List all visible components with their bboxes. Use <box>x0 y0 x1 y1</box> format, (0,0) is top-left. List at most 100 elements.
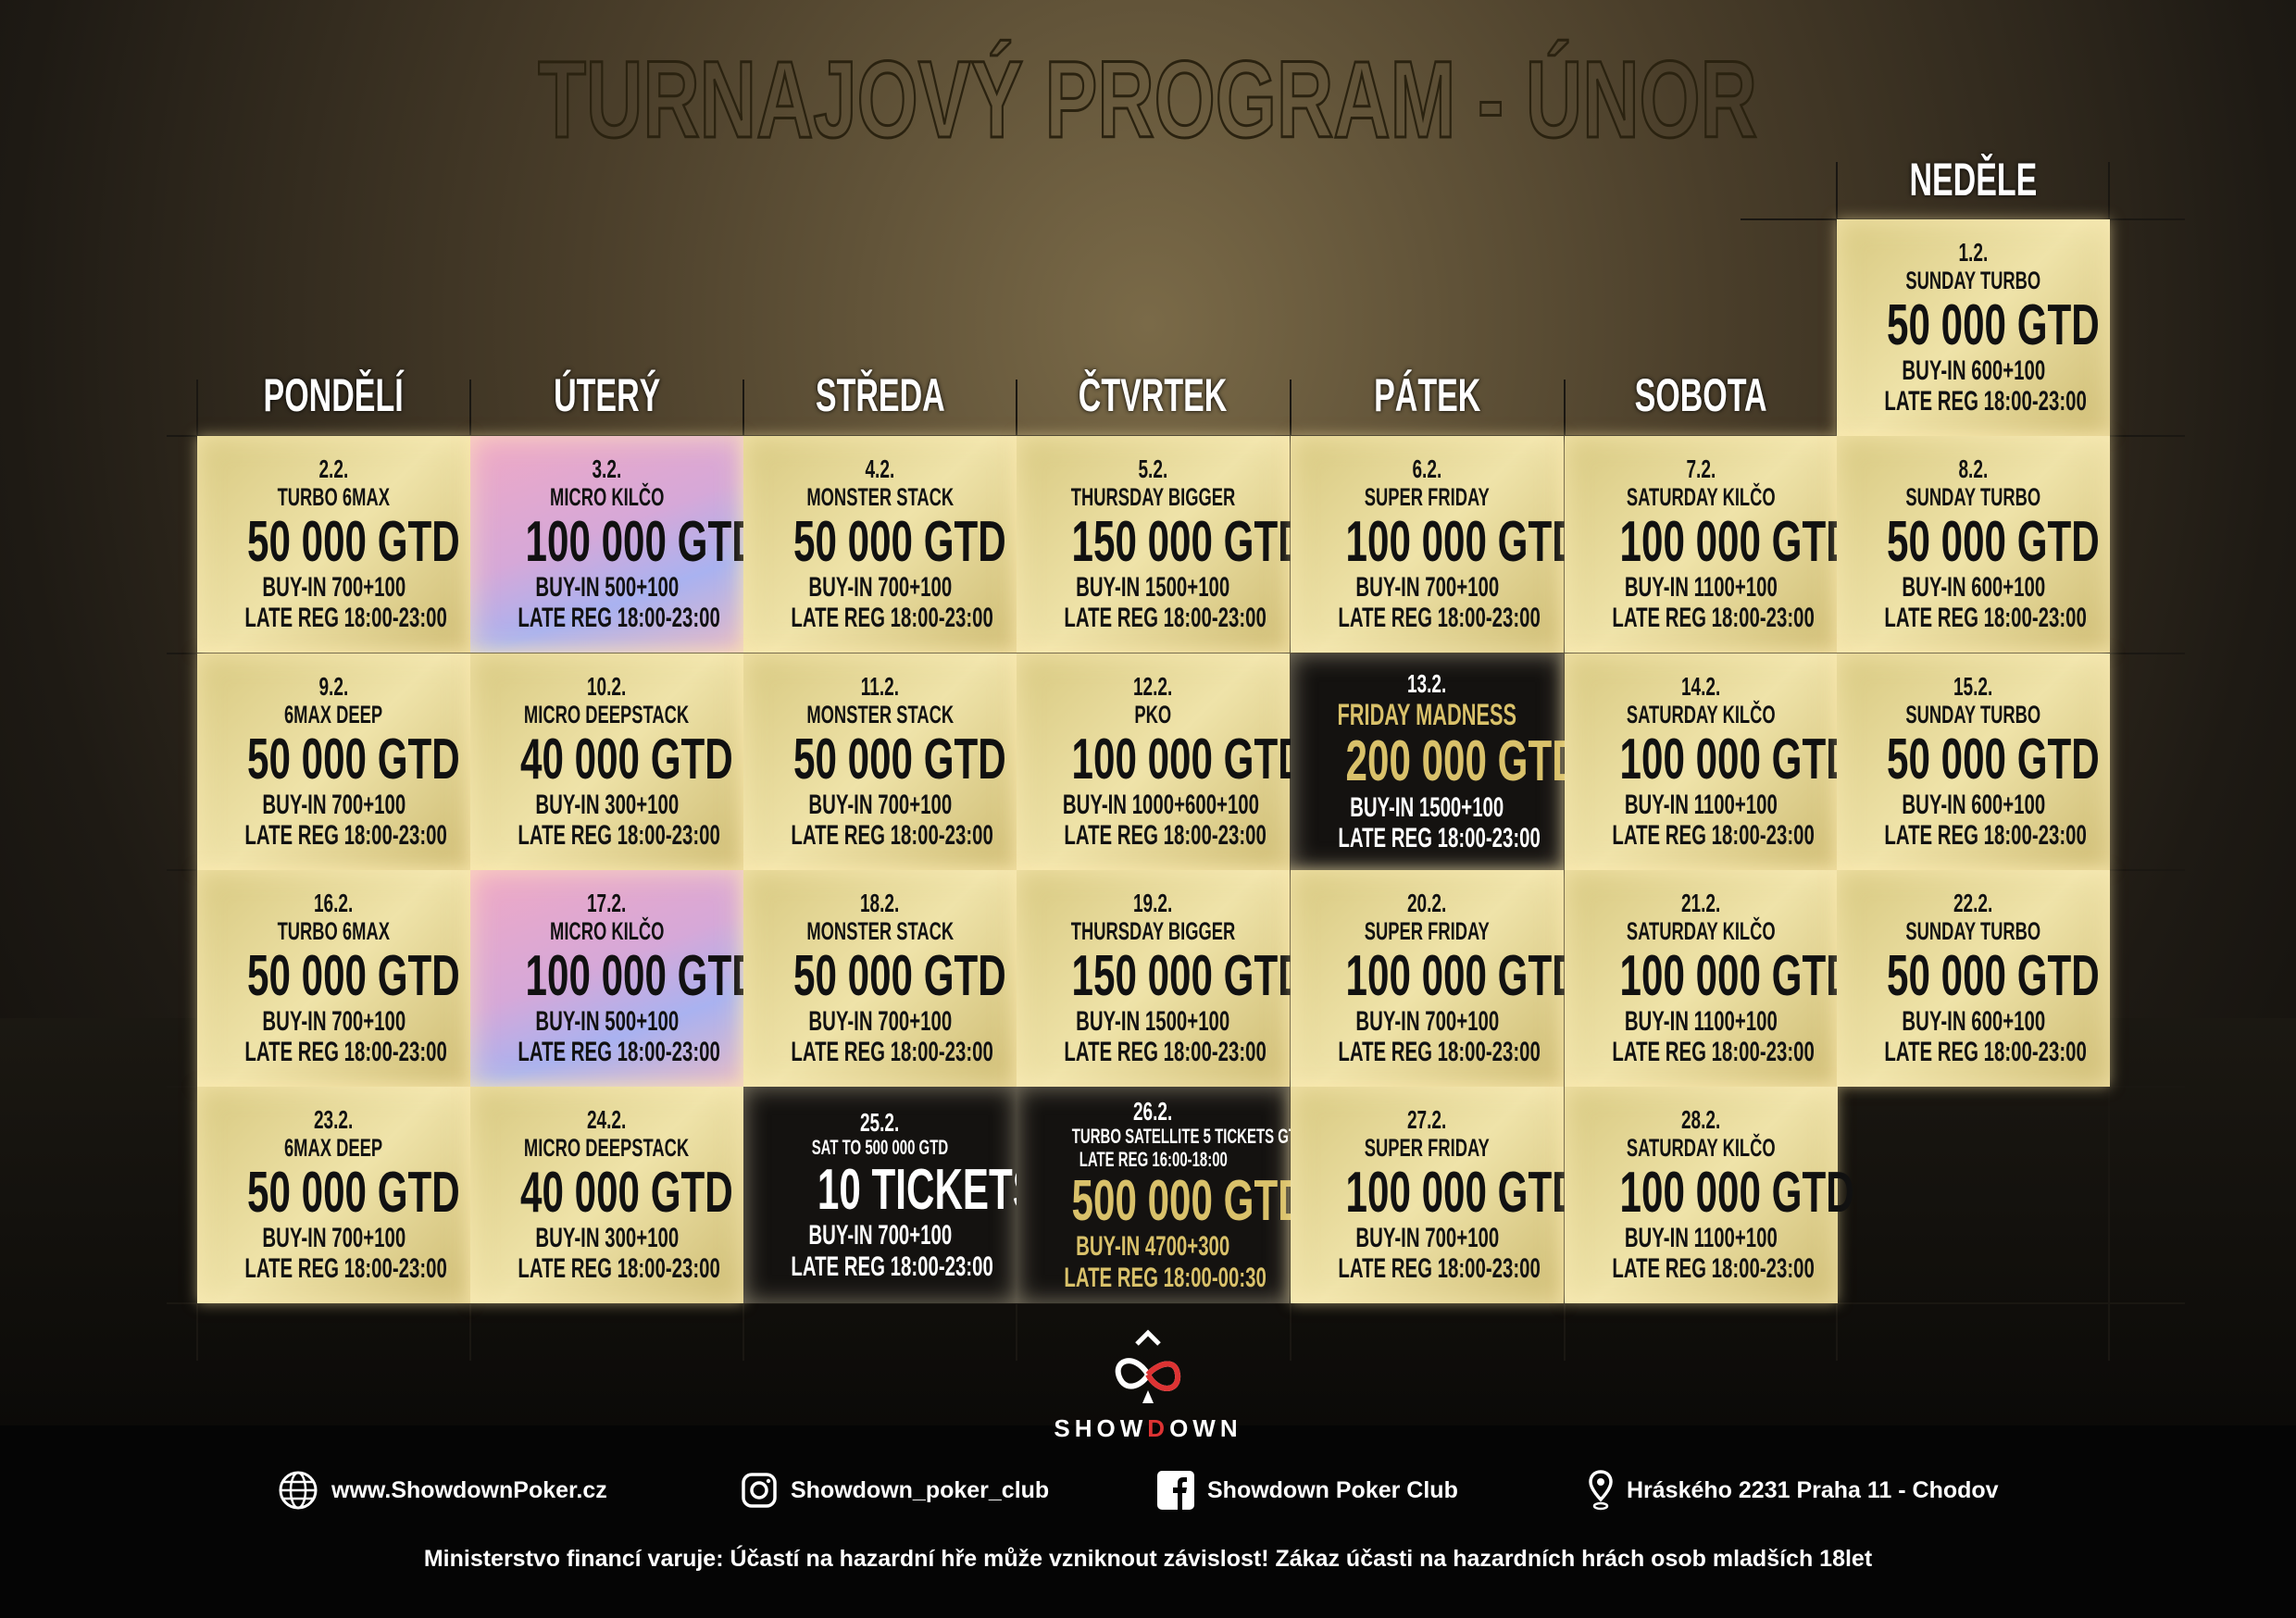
cell-line: BUY-IN 500+100 <box>470 1006 743 1038</box>
tournament-cell[interactable]: 21.2. SATURDAY KILČO 100 000 GTD BUY-IN 110… <box>1565 870 1854 1087</box>
cell-line: LATE REG 18:00-23:00 <box>470 603 743 634</box>
cell-line: BUY-IN 700+100 <box>1291 1006 1564 1038</box>
guarantee: 100 000 GTD <box>1619 943 1854 1008</box>
cell-line: LATE REG 18:00-23:00 <box>1017 820 1290 852</box>
tournament-cell[interactable]: 8.2. SUNDAY TURBO 50 000 GTD BUY-IN 600+100… <box>1837 436 2110 653</box>
late-reg: LATE REG 18:00-23:00 <box>791 1037 993 1068</box>
tournament-name: MICRO KILČO <box>549 483 665 512</box>
tournament-cell[interactable]: 7.2. SATURDAY KILČO 100 000 GTD BUY-IN 1100… <box>1565 436 1854 653</box>
tournament-name: SUNDAY TURBO <box>1905 701 2041 729</box>
cell-line: 100 000 GTD <box>1291 512 1580 572</box>
tournament-name: MONSTER STACK <box>806 483 954 512</box>
buy-in: BUY-IN 600+100 <box>1902 789 2045 820</box>
late-reg: LATE REG 18:00-23:00 <box>1884 1037 2087 1068</box>
cell-line: SATURDAY KILČO <box>1565 483 1838 511</box>
day-header: ČTVRTEK <box>1017 368 1290 422</box>
cell-line: 50 000 GTD <box>743 946 1017 1006</box>
tournament-name: SUNDAY TURBO <box>1905 483 2041 512</box>
cell-line: 50 000 GTD <box>743 512 1017 572</box>
tournament-cell[interactable]: 3.2. MICRO KILČO 100 000 GTD BUY-IN 500+100… <box>470 436 760 653</box>
cell-line: 100 000 GTD <box>470 946 760 1006</box>
tournament-cell[interactable]: 25.2. SAT TO 500 000 GTD 10 TICKETS GTD BUY… <box>743 1087 1132 1303</box>
cell-line: 21.2. <box>1565 889 1838 917</box>
tournament-name: SUPER FRIDAY <box>1364 917 1490 946</box>
cell-line: 12.2. <box>1017 672 1290 701</box>
guarantee: 150 000 GTD <box>1071 943 1306 1008</box>
date: 18.2. <box>860 889 900 918</box>
buy-in: BUY-IN 700+100 <box>262 789 406 820</box>
day-header: ÚTERÝ <box>470 368 743 422</box>
date: 28.2. <box>1681 1105 1721 1135</box>
instagram-link[interactable]: Showdown_poker_club <box>741 1470 1049 1511</box>
cell-line: 50 000 GTD <box>197 946 470 1006</box>
cell-line: BUY-IN 600+100 <box>1837 355 2110 387</box>
buy-in: BUY-IN 1100+100 <box>1624 789 1778 820</box>
cell-line: MICRO DEEPSTACK <box>470 701 743 728</box>
tournament-cell[interactable]: 15.2. SUNDAY TURBO 50 000 GTD BUY-IN 600+10… <box>1837 653 2110 870</box>
tournament-cell[interactable]: 6.2. SUPER FRIDAY 100 000 GTD BUY-IN 700+10… <box>1291 436 1580 653</box>
tournament-cell[interactable]: 24.2. MICRO DEEPSTACK 40 000 GTD BUY-IN 300… <box>470 1087 743 1303</box>
cell-line: MICRO KILČO <box>470 917 743 945</box>
date: 13.2. <box>1407 669 1447 699</box>
cell-line: BUY-IN 700+100 <box>197 1006 470 1038</box>
cell-line: BUY-IN 600+100 <box>1837 1006 2110 1038</box>
cell-line: 5.2. <box>1017 454 1290 483</box>
tournament-cell[interactable]: 19.2. THURSDAY BIGGER 150 000 GTD BUY-IN 15… <box>1017 870 1306 1087</box>
tournament-cell[interactable]: 18.2. MONSTER STACK 50 000 GTD BUY-IN 700+1… <box>743 870 1017 1087</box>
tournament-cell[interactable]: 28.2. SATURDAY KILČO 100 000 GTD BUY-IN 110… <box>1565 1087 1854 1303</box>
cell-line: SUNDAY TURBO <box>1837 701 2110 728</box>
tournament-name: TURBO 6MAX <box>277 917 391 946</box>
guarantee: 100 000 GTD <box>1345 943 1580 1008</box>
cell-line: BUY-IN 600+100 <box>1837 572 2110 604</box>
tournament-cell[interactable]: 12.2. PKO 100 000 GTD BUY-IN 1000+600+100 LA… <box>1017 653 1306 870</box>
cell-line: 1.2. <box>1837 238 2110 267</box>
late-reg: LATE REG 18:00-23:00 <box>1064 1037 1267 1068</box>
cell-line: BUY-IN 700+100 <box>1291 572 1564 604</box>
cell-line: BUY-IN 1100+100 <box>1565 572 1838 604</box>
cell-line: 18.2. <box>743 889 1017 917</box>
guarantee: 50 000 GTD <box>247 727 460 791</box>
tournament-cell[interactable]: 14.2. SATURDAY KILČO 100 000 GTD BUY-IN 110… <box>1565 653 1854 870</box>
tournament-cell[interactable]: 20.2. SUPER FRIDAY 100 000 GTD BUY-IN 700+1… <box>1291 870 1580 1087</box>
website-link[interactable]: www.ShowdownPoker.cz <box>278 1470 607 1511</box>
cell-line: PKO <box>1017 701 1290 728</box>
address-link[interactable]: Hráského 2231 Praha 11 - Chodov <box>1588 1470 1999 1511</box>
guarantee: 50 000 GTD <box>793 509 1006 574</box>
brand-name: SHOWDOWN <box>1054 1414 1242 1442</box>
tournament-cell[interactable]: 26.2. TURBO SATELLITE 5 TICKETS GTD LATE R… <box>1017 1087 1307 1303</box>
facebook-link[interactable]: Showdown Poker Club <box>1157 1470 1458 1511</box>
tournament-cell[interactable]: 23.2. 6MAX DEEP 50 000 GTD BUY-IN 700+100 LA… <box>197 1087 470 1303</box>
cell-line: BUY-IN 700+100 <box>197 572 470 604</box>
cell-line: BUY-IN 700+100 <box>743 1006 1017 1038</box>
tournament-cell[interactable]: 16.2. TURBO 6MAX 50 000 GTD BUY-IN 700+100 L… <box>197 870 470 1087</box>
cell-line: LATE REG 18:00-23:00 <box>1837 603 2110 634</box>
buy-in: BUY-IN 700+100 <box>262 571 406 603</box>
tournament-cell[interactable]: 1.2. SUNDAY TURBO 50 000 GTD BUY-IN 600+100… <box>1837 219 2110 436</box>
guarantee: 100 000 GTD <box>1619 727 1854 791</box>
tournament-cell[interactable]: 27.2. SUPER FRIDAY 100 000 GTD BUY-IN 700+1… <box>1291 1087 1580 1303</box>
tournament-cell[interactable]: 2.2. TURBO 6MAX 50 000 GTD BUY-IN 700+100 LA… <box>197 436 470 653</box>
tournament-name: 6MAX DEEP <box>284 1134 383 1163</box>
cell-line: LATE REG 18:00-23:00 <box>197 820 470 852</box>
cell-line: LATE REG 18:00-23:00 <box>197 603 470 634</box>
late-reg: LATE REG 18:00-23:00 <box>1884 820 2087 852</box>
cell-line: SATURDAY KILČO <box>1565 701 1838 728</box>
cell-line: 6MAX DEEP <box>197 1134 470 1162</box>
tournament-cell[interactable]: 11.2. MONSTER STACK 50 000 GTD BUY-IN 700+1… <box>743 653 1017 870</box>
tournament-cell[interactable]: 10.2. MICRO DEEPSTACK 40 000 GTD BUY-IN 300… <box>470 653 743 870</box>
tournament-cell[interactable]: 17.2. MICRO KILČO 100 000 GTD BUY-IN 500+10… <box>470 870 760 1087</box>
tournament-cell[interactable]: 5.2. THURSDAY BIGGER 150 000 GTD BUY-IN 150… <box>1017 436 1306 653</box>
buy-in: BUY-IN 700+100 <box>262 1222 406 1253</box>
tournament-cell[interactable]: 9.2. 6MAX DEEP 50 000 GTD BUY-IN 700+100 LAT… <box>197 653 470 870</box>
cell-line: TURBO SATELLITE 5 TICKETS GTD <box>1017 1125 1307 1149</box>
date: 7.2. <box>1686 454 1716 484</box>
date: 25.2. <box>860 1107 900 1137</box>
guarantee: 150 000 GTD <box>1071 509 1306 574</box>
tournament-cell[interactable]: 4.2. MONSTER STACK 50 000 GTD BUY-IN 700+10… <box>743 436 1017 653</box>
tournament-cell[interactable]: 13.2. FRIDAY MADNESS 200 000 GTD BUY-IN 150… <box>1291 653 1580 870</box>
title-text: TURNAJOVÝ PROGRAM - ÚNOR <box>537 38 1758 163</box>
late-reg: LATE REG 18:00-23:00 <box>791 1251 993 1282</box>
buy-in: BUY-IN 1100+100 <box>1624 1005 1778 1037</box>
tournament-cell[interactable]: 22.2. SUNDAY TURBO 50 000 GTD BUY-IN 600+10… <box>1837 870 2110 1087</box>
cell-line: 50 000 GTD <box>197 1163 470 1223</box>
